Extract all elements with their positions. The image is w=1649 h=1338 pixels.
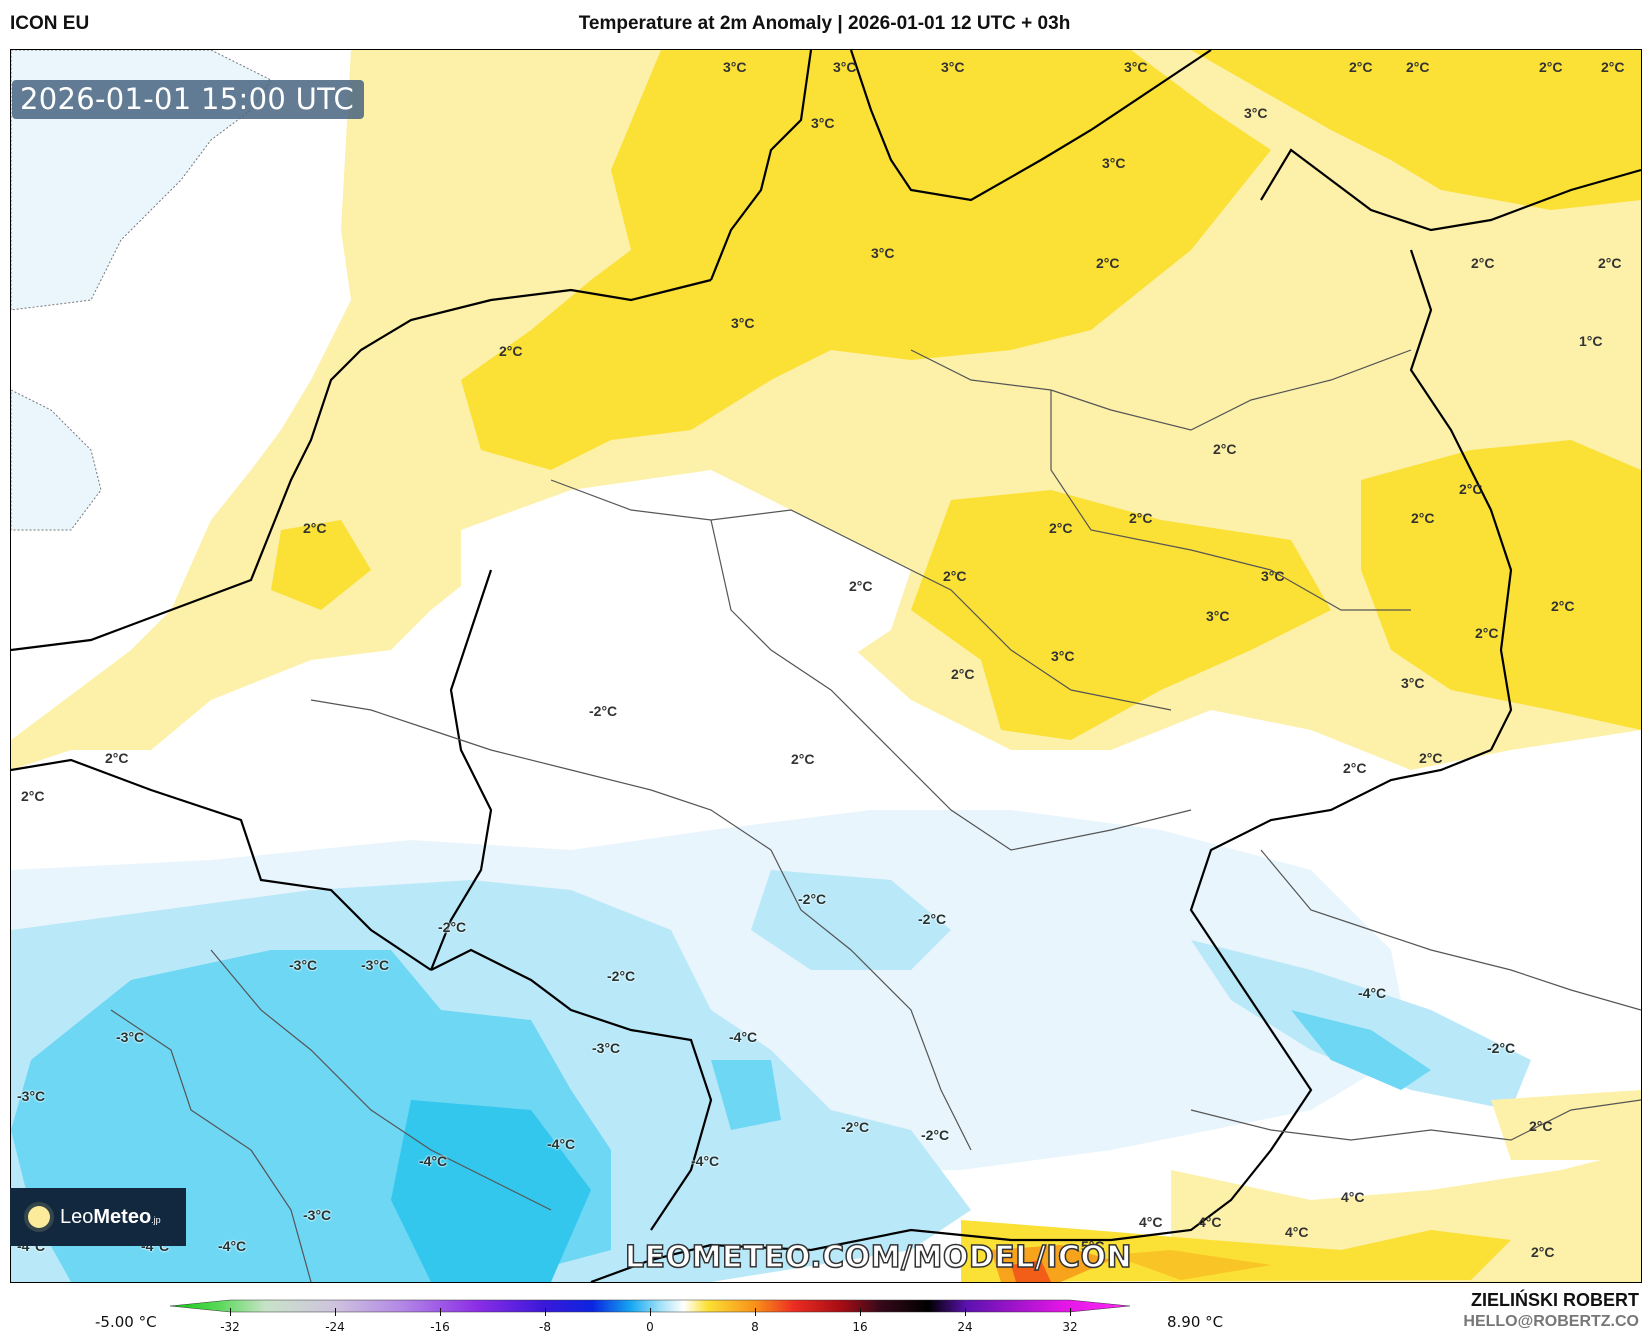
contour-label: -4°C (547, 1136, 576, 1152)
contour-label: -2°C (607, 968, 636, 984)
colorbar-tick-label: -24 (325, 1320, 345, 1334)
colorbar (170, 1299, 1131, 1313)
contour-label: 2°C (1406, 59, 1430, 75)
contour-label: -3°C (303, 1207, 332, 1223)
contour-label: 4°C (1198, 1214, 1222, 1230)
leometeo-logo[interactable]: LeoMeteo.jp (10, 1188, 186, 1246)
colorbar-tick-mark (335, 1308, 336, 1316)
contour-label: 2°C (1343, 760, 1367, 776)
colorbar-tick-mark (860, 1308, 861, 1316)
contour-label: -2°C (918, 911, 947, 927)
contour-label: -4°C (1358, 985, 1387, 1001)
contour-label: 2°C (1529, 1118, 1553, 1134)
contour-label: -2°C (921, 1127, 950, 1143)
contour-label: 3°C (941, 59, 965, 75)
colorbar-tick-label: 32 (1062, 1320, 1078, 1334)
contour-label: -3°C (361, 957, 390, 973)
contour-label: -2°C (1487, 1040, 1516, 1056)
contour-label: 3°C (1102, 155, 1126, 171)
colorbar-tick-mark (440, 1308, 441, 1316)
contour-label: -4°C (218, 1238, 247, 1254)
contour-label: 2°C (303, 520, 327, 536)
colorbar-tick-label: -16 (430, 1320, 450, 1334)
contour-label: 3°C (1244, 105, 1268, 121)
colorbar-tick-label: 24 (957, 1320, 973, 1334)
contour-label: 2°C (951, 666, 975, 682)
contour-label: 2°C (1475, 625, 1499, 641)
contour-label: 3°C (811, 115, 835, 131)
contour-label: 2°C (1419, 750, 1443, 766)
contour-label: 2°C (1601, 59, 1625, 75)
contour-label: 3°C (871, 245, 895, 261)
model-name: ICON EU (10, 13, 90, 34)
contour-label: 1°C (1579, 333, 1603, 349)
contour-label: 3°C (833, 59, 857, 75)
author-email[interactable]: HELLO@ROBERTZ.CO (1463, 1313, 1639, 1330)
contour-label: 2°C (1471, 255, 1495, 271)
colorbar-tick-mark (1070, 1308, 1071, 1316)
sun-icon (28, 1206, 50, 1228)
contour-label: 2°C (499, 343, 523, 359)
contour-label: 2°C (1531, 1244, 1555, 1260)
contour-label: -4°C (419, 1153, 448, 1169)
contour-label: -2°C (798, 891, 827, 907)
contour-label: 2°C (1129, 510, 1153, 526)
contour-label: 4°C (1285, 1224, 1309, 1240)
contour-label: -3°C (289, 957, 318, 973)
contour-label: 2°C (1349, 59, 1373, 75)
contour-label: 2°C (1049, 520, 1073, 536)
contour-label: -2°C (438, 919, 467, 935)
contour-label: 4°C (1341, 1189, 1365, 1205)
contour-label: 3°C (731, 315, 755, 331)
colorbar-tick-mark (965, 1308, 966, 1316)
colorbar-tick-label: -32 (220, 1320, 240, 1334)
contour-label: 3°C (1051, 648, 1075, 664)
contour-label: -2°C (841, 1119, 870, 1135)
watermark-url: LEOMETEO.COM/MODEL/ICON (624, 1239, 1133, 1276)
contour-label: -2°C (589, 703, 618, 719)
contour-label: 2°C (105, 750, 129, 766)
colorbar-tick-mark (650, 1308, 651, 1316)
contour-label: -4°C (691, 1153, 720, 1169)
colorbar-tick-label: -8 (539, 1320, 551, 1334)
colorbar-max-label: 8.90 °C (1167, 1313, 1224, 1331)
contour-label: -3°C (592, 1040, 621, 1056)
colorbar-tick-mark (755, 1308, 756, 1316)
valid-time-badge: 2026-01-01 15:00 UTC (12, 80, 365, 119)
colorbar-tick-label: 16 (852, 1320, 868, 1334)
author-name: ZIELIŃSKI ROBERT (1470, 1290, 1639, 1310)
contour-label: -3°C (17, 1088, 46, 1104)
contour-label: 2°C (1411, 510, 1435, 526)
contour-label: 3°C (1124, 59, 1148, 75)
colorbar-tick-label: 8 (751, 1320, 759, 1334)
contour-label: -3°C (116, 1029, 145, 1045)
colorbar-tick-mark (545, 1308, 546, 1316)
contour-label: 2°C (1459, 481, 1483, 497)
map-shading (11, 50, 1641, 1282)
contour-label: 2°C (1096, 255, 1120, 271)
contour-label: -4°C (729, 1029, 758, 1045)
contour-label: 3°C (1401, 675, 1425, 691)
contour-label: 3°C (723, 59, 747, 75)
contour-label: 2°C (1551, 598, 1575, 614)
contour-label: 3°C (1261, 568, 1285, 584)
chart-title: Temperature at 2m Anomaly | 2026-01-01 1… (578, 13, 1071, 34)
contour-label: 2°C (1213, 441, 1237, 457)
colorbar-min-label: -5.00 °C (95, 1313, 157, 1331)
contour-label: 2°C (791, 751, 815, 767)
contour-label: 2°C (1598, 255, 1622, 271)
contour-label: 2°C (1539, 59, 1563, 75)
anomaly-map[interactable]: 3°C 3°C 3°C 3°C 2°C 2°C 2°C 2°C 3°C 3°C 3°C 3°C 2°C 2… (10, 49, 1642, 1283)
contour-label: 5°C (1081, 1238, 1105, 1254)
contour-label: 2°C (849, 578, 873, 594)
colorbar-tick-mark (230, 1308, 231, 1316)
contour-label: 2°C (943, 568, 967, 584)
colorbar-tick-label: 0 (646, 1320, 654, 1334)
contour-label: 3°C (1206, 608, 1230, 624)
contour-label: 2°C (21, 788, 45, 804)
logo-text: LeoMeteo.jp (60, 1205, 161, 1228)
contour-label: 4°C (1139, 1214, 1163, 1230)
